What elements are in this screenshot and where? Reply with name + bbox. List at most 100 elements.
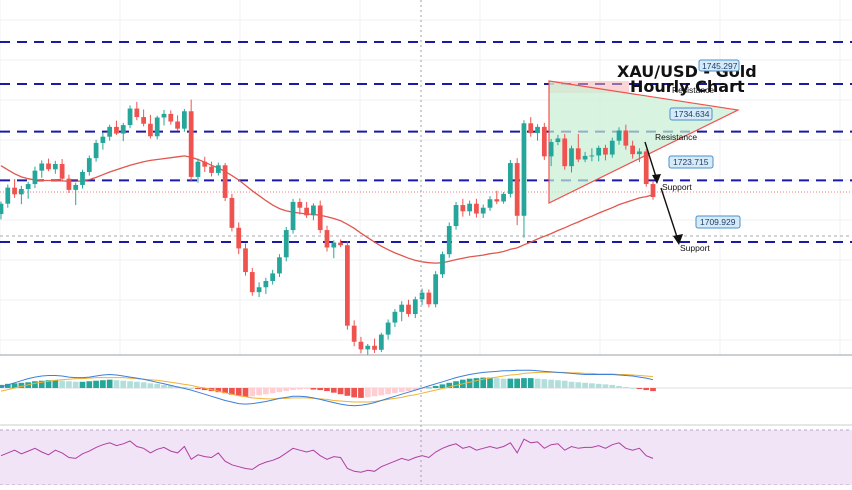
candle-body (406, 304, 411, 315)
candle-body (5, 187, 11, 204)
candle-body (66, 178, 72, 190)
candle (297, 198, 303, 215)
macd-histogram-bar (378, 388, 385, 396)
candle (168, 110, 174, 125)
macd-histogram-bar (643, 388, 650, 391)
macd-histogram-bar (154, 383, 161, 388)
price-label-1723: 1723.715 Support (662, 155, 714, 192)
candle-body (86, 158, 92, 172)
macd-histogram-bar (602, 384, 609, 388)
candle-body (372, 345, 377, 350)
candle (5, 184, 11, 208)
candle-body (521, 123, 527, 216)
candle-body (236, 227, 242, 249)
forecast-arrow-1 (644, 141, 658, 181)
candle-body (0, 203, 4, 214)
candle-body (243, 248, 248, 273)
candle-body (630, 145, 636, 155)
candle (440, 251, 445, 278)
macd-histogram-bar (521, 378, 527, 388)
sma-polyline (0, 155, 654, 264)
candle-body (650, 184, 656, 198)
candle (412, 296, 418, 319)
candle-body (494, 199, 500, 202)
macd-histogram-bar (629, 388, 636, 389)
macd-histogram-bar (412, 388, 419, 391)
candle-body (555, 138, 561, 143)
candle (609, 137, 615, 158)
candle (304, 201, 310, 219)
macd-histogram-bar (269, 388, 276, 394)
candle-body (344, 245, 350, 326)
macd-histogram-bar (59, 380, 65, 388)
candle-body (433, 274, 439, 305)
candle (616, 127, 622, 145)
macd-histogram-bar (595, 383, 602, 388)
candle (161, 109, 167, 126)
candle-body (507, 163, 513, 194)
candle (528, 117, 534, 137)
macd-histogram-bar (575, 382, 582, 388)
price-label-1745: 1745.297 Resistance (672, 59, 740, 95)
candle-body (535, 126, 540, 134)
candle-body (202, 161, 208, 167)
candle (256, 282, 262, 298)
candle (399, 301, 405, 322)
macd-histogram-bar (582, 382, 588, 388)
candle-body (609, 140, 615, 155)
candle-body (215, 165, 221, 173)
macd-histogram-bar (405, 388, 412, 392)
macd-histogram-bar (541, 379, 548, 388)
candle-body (487, 199, 493, 208)
macd-histogram-bar (616, 385, 622, 388)
macd-histogram-bar (589, 383, 595, 388)
candle-body (195, 161, 201, 177)
candle (372, 338, 377, 353)
macd-histogram-bar (100, 380, 106, 388)
candle (589, 148, 595, 162)
candle (317, 200, 323, 234)
level-lines (0, 41, 852, 243)
candle (338, 239, 343, 248)
candle-body (603, 147, 608, 155)
candle-body (419, 292, 425, 300)
candle (73, 182, 79, 206)
macd-histogram-bar (385, 388, 391, 395)
macd-histogram-bar (140, 382, 147, 388)
candle (25, 181, 31, 199)
candle (548, 138, 554, 167)
price-label-1734: 1734.634 Resistance (655, 107, 713, 142)
macd-histogram-bar (548, 379, 554, 388)
macd-histogram-bar (310, 388, 317, 390)
candle-body (569, 148, 574, 167)
arrows (644, 141, 683, 245)
candle (650, 180, 656, 200)
candle-body (392, 311, 398, 323)
macd-histogram-bar (120, 380, 127, 388)
macd-histogram-bar (249, 388, 256, 397)
candle-body (39, 163, 45, 171)
candle (501, 192, 506, 204)
macd-histogram-bar (636, 388, 643, 390)
price-label-1723-tag: Support (662, 182, 692, 192)
candle (446, 222, 452, 258)
candle-body (283, 230, 289, 258)
grid (0, 0, 852, 355)
candle-body (141, 117, 147, 124)
candle (181, 109, 187, 132)
macd-histogram-bar (398, 388, 405, 393)
candle (344, 241, 350, 330)
macd-histogram-bar (650, 388, 656, 392)
candle-body (80, 171, 85, 185)
macd-histogram-bar (11, 383, 18, 388)
macd-pane (0, 369, 852, 407)
price-label-1709-tag: Support (680, 243, 710, 253)
candle-body (311, 205, 316, 216)
macd-histogram-bar (568, 381, 575, 388)
candle (324, 225, 330, 252)
macd-histogram-bar (432, 385, 439, 388)
candle (596, 145, 602, 162)
macd-histogram-bar (106, 379, 113, 388)
macd-histogram-bar (473, 378, 480, 388)
macd-histogram-bar (534, 378, 541, 388)
